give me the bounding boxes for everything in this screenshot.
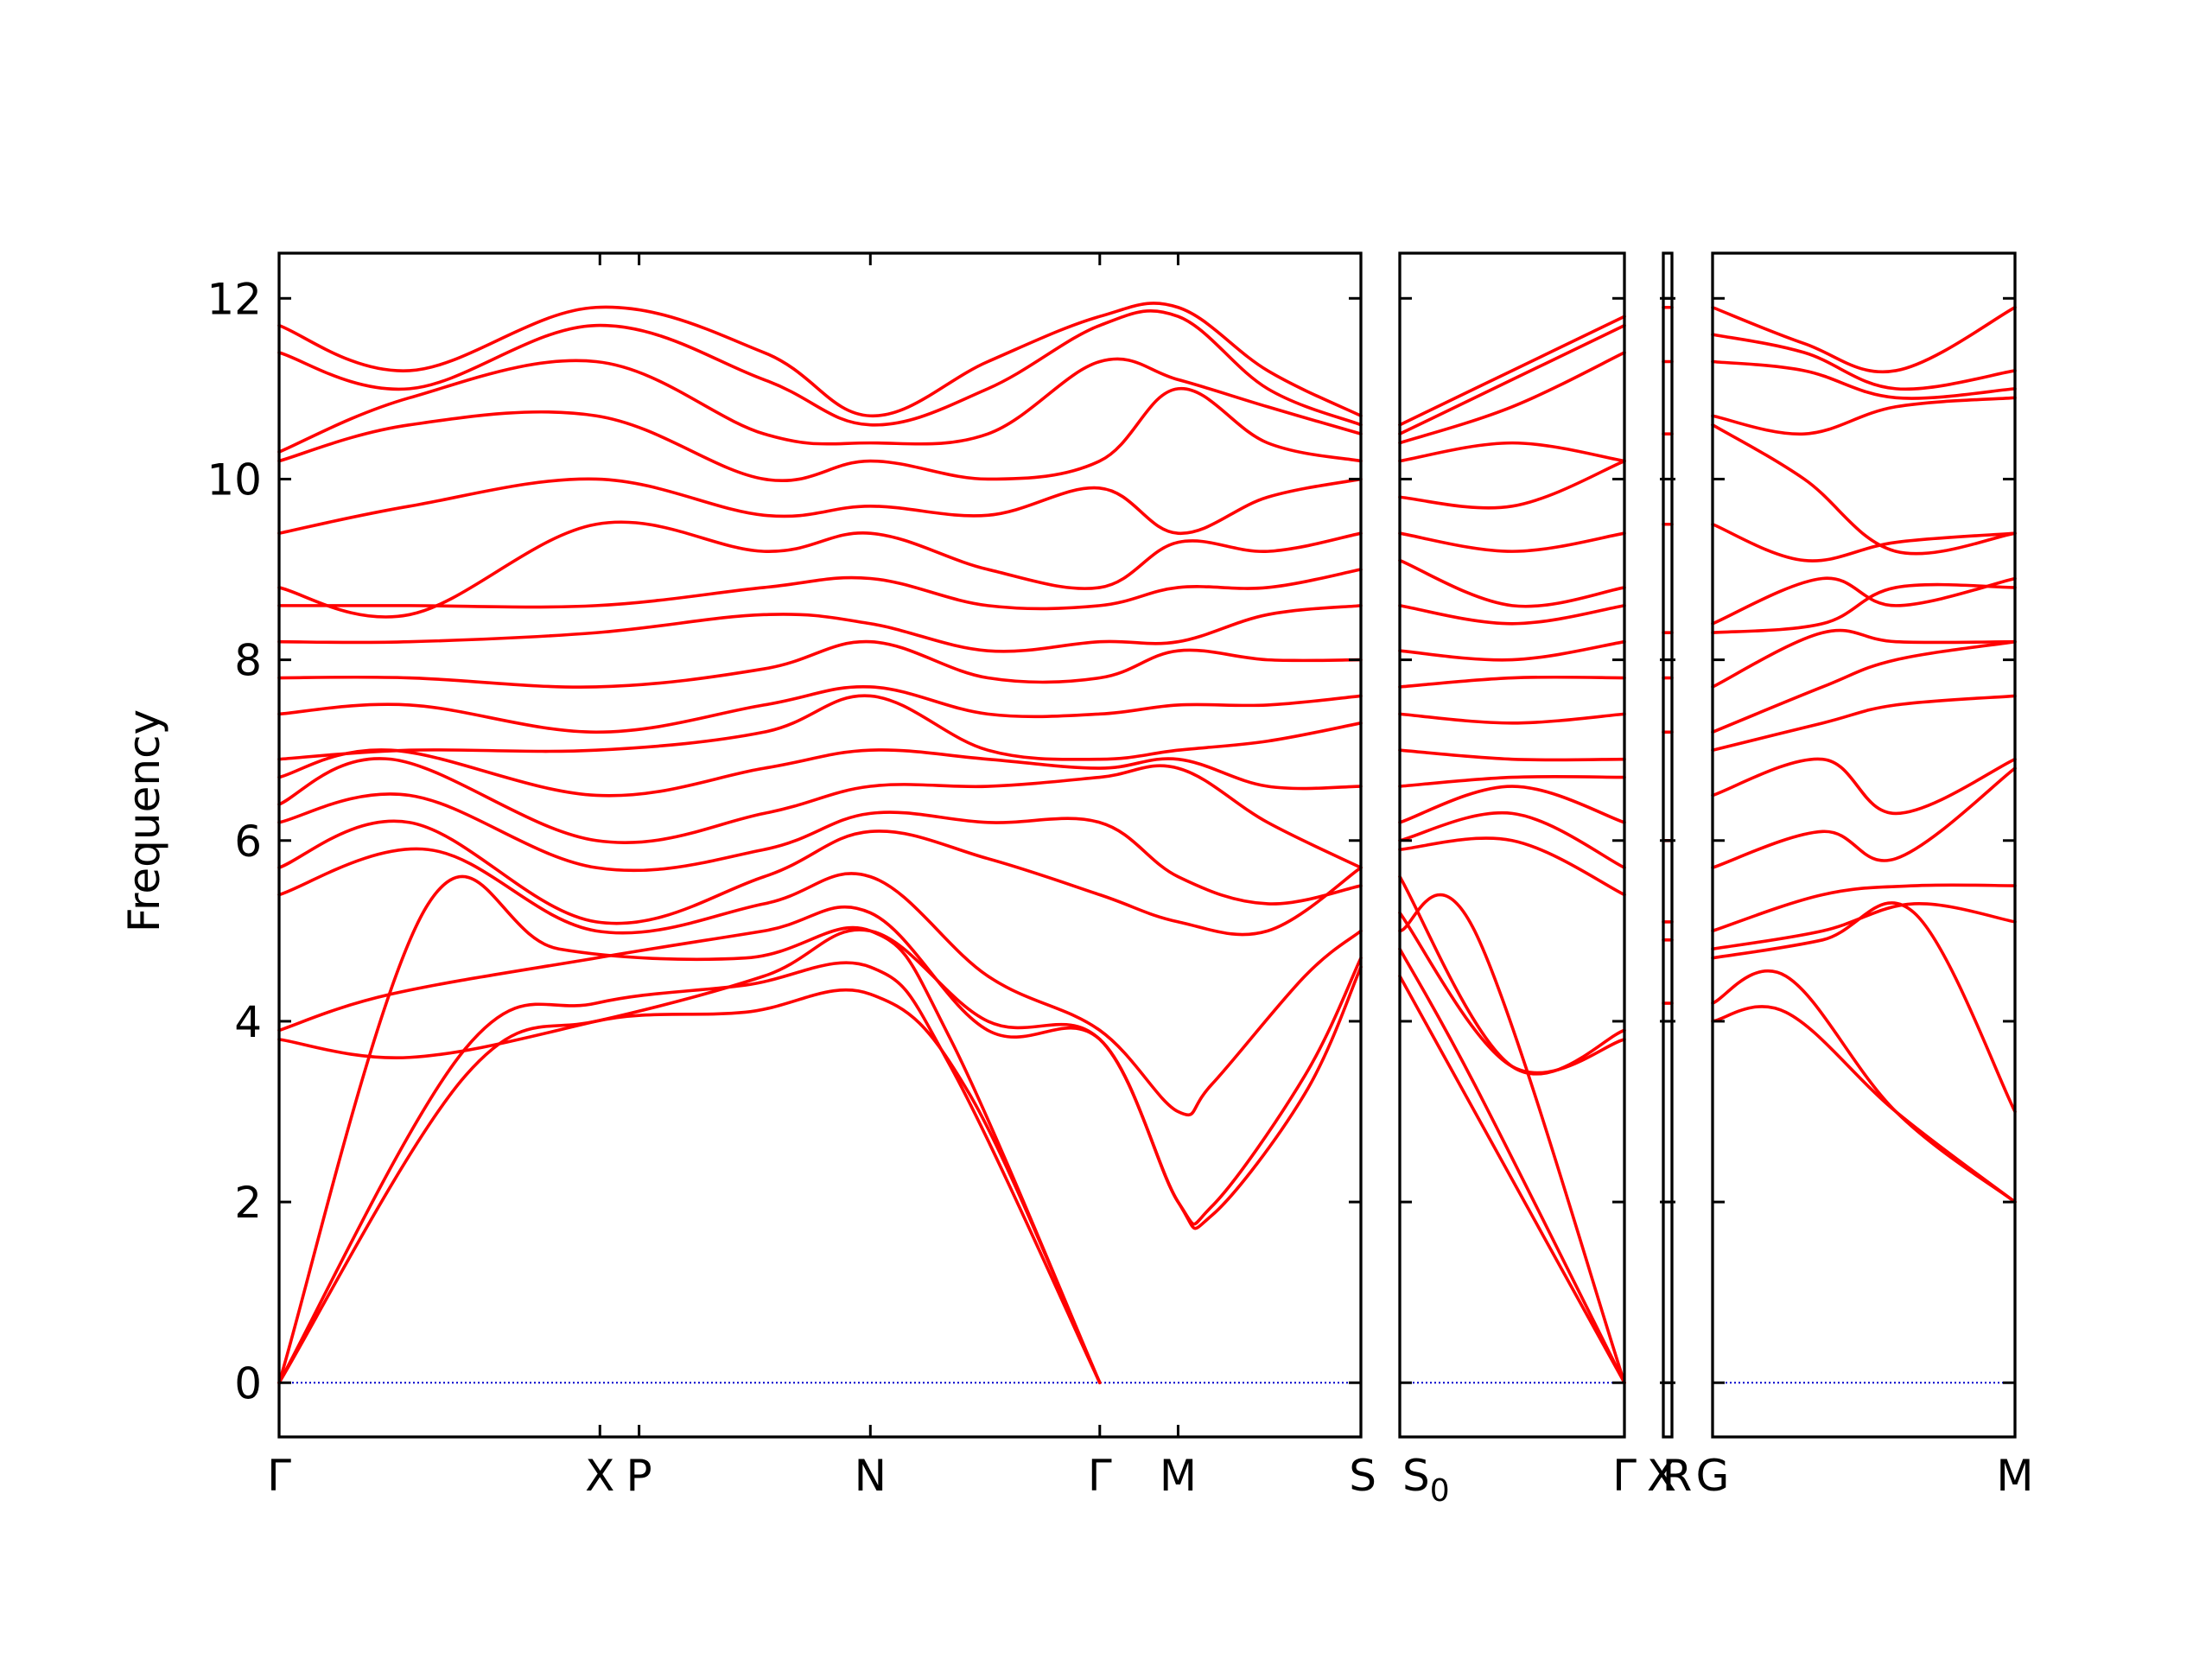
- band-line-band-11: [1398, 712, 1626, 725]
- y-axis-label: Frequency: [119, 709, 169, 932]
- band-line-acoustic-3: [277, 874, 1102, 1385]
- band-line-band-9: [277, 757, 1363, 869]
- band-line-acoustic-3: [1398, 893, 1626, 1385]
- band-line-band-4: [277, 928, 1363, 1230]
- band-line-band-8: [1398, 785, 1626, 824]
- x-tick-label: M: [1996, 1451, 2033, 1501]
- panel-frame: [1398, 251, 1626, 1439]
- band-line-band-21: [1398, 315, 1626, 427]
- band-line-band-19: [277, 357, 1363, 454]
- band-line-band-6: [1398, 836, 1626, 897]
- band-line-band-2: [1711, 969, 2017, 1204]
- band-line-band-7: [1711, 757, 2017, 816]
- band-line-band-19: [1398, 351, 1626, 445]
- y-tick-label: 8: [234, 636, 262, 686]
- panel-frame: [277, 251, 1363, 1439]
- y-tick-label: 2: [234, 1178, 262, 1228]
- y-axis: 0 2 4 6 8 10 12: [207, 274, 262, 1408]
- x-tick-label: N: [855, 1451, 887, 1501]
- band-line-band-15: [1398, 558, 1626, 608]
- band-line-band-12: [1398, 675, 1626, 689]
- x-tick-label: X: [1647, 1451, 1676, 1501]
- panel-2: S0 Γ: [1398, 251, 1637, 1509]
- band-line-band-18: [277, 387, 1363, 482]
- band-line-band-7: [277, 819, 1363, 937]
- x-tick-label: Γ: [267, 1451, 291, 1501]
- band-line-band-15: [277, 568, 1363, 611]
- x-tick-label: P: [626, 1451, 652, 1501]
- band-line-acoustic-1: [277, 988, 1102, 1385]
- band-line-acoustic-2: [1398, 947, 1626, 1385]
- band-line-band-8: [277, 792, 1363, 906]
- y-tick-label: 6: [234, 817, 262, 867]
- y-tick-label: 4: [234, 997, 262, 1047]
- band-line-band-10: [277, 748, 1363, 798]
- band-line-band-17: [277, 477, 1363, 536]
- band-line-band-21: [277, 302, 1363, 418]
- band-line-band-17: [1711, 333, 2017, 391]
- band-line-band-17: [1398, 459, 1626, 510]
- band-line-band-5: [277, 905, 1363, 1226]
- band-line-band-16: [1398, 531, 1626, 553]
- band-line-acoustic-2: [277, 961, 1102, 1385]
- band-line-band-18: [1398, 441, 1626, 463]
- band-line-acoustic-1: [1398, 974, 1626, 1385]
- band-line-band-14: [1398, 604, 1626, 626]
- band-line-band-10: [1398, 748, 1626, 762]
- x-tick-label: Γ: [1088, 1451, 1112, 1501]
- band-line-band-3: [1711, 901, 2017, 1114]
- x-tick-label: Γ: [1612, 1451, 1637, 1501]
- x-tick-label: G: [1696, 1451, 1730, 1501]
- band-line-band-13: [1398, 639, 1626, 662]
- band-line-band-20: [277, 309, 1363, 427]
- band-line-band-12: [1711, 576, 2017, 626]
- y-tick-label: 0: [234, 1358, 262, 1408]
- band-line-band-10: [1711, 628, 2017, 689]
- band-line-band-4: [1398, 911, 1626, 1075]
- band-line-band-5: [1711, 883, 2017, 933]
- band-line-band-1: [1711, 1005, 2017, 1204]
- band-line-band-18: [1711, 305, 2017, 374]
- band-line-band-11: [1711, 582, 2017, 635]
- band-line-band-9: [1711, 639, 2017, 734]
- y-tick-label: 10: [207, 454, 262, 505]
- band-line-band-12: [277, 685, 1363, 734]
- band-line-band-9: [1398, 774, 1626, 788]
- band-line-band-13: [277, 639, 1363, 690]
- x-tick-label: S: [1349, 1451, 1376, 1501]
- band-line-band-14: [277, 604, 1363, 653]
- band-line-band-8: [1711, 694, 2017, 752]
- panel-3: XR: [1647, 251, 1693, 1501]
- band-line-band-7: [1398, 810, 1626, 869]
- x-tick-label: X: [585, 1451, 614, 1501]
- band-line-band-16: [1711, 359, 2017, 400]
- band-line-band-11: [277, 694, 1363, 761]
- band-line-band-6: [1711, 766, 2017, 869]
- band-line-band-16: [277, 520, 1363, 619]
- panels-layer: Γ X P N Γ M S S0 Γ XR G M: [267, 251, 2034, 1509]
- panel-frame: [1711, 251, 2017, 1439]
- band-line-band-6: [277, 847, 1363, 1117]
- band-line-band-4: [1711, 902, 2017, 951]
- x-tick-label: R: [1662, 1451, 1693, 1501]
- x-tick-label: M: [1160, 1451, 1197, 1501]
- band-line-band-5: [1398, 874, 1626, 1076]
- y-tick-label: 12: [207, 274, 262, 324]
- band-line-band-20: [1398, 323, 1626, 435]
- band-line-band-13: [1711, 522, 2017, 563]
- x-tick-label: S0: [1402, 1451, 1450, 1509]
- band-line-band-15: [1711, 396, 2017, 435]
- panel-frame: [1662, 251, 1674, 1439]
- band-line-band-14: [1711, 423, 2017, 556]
